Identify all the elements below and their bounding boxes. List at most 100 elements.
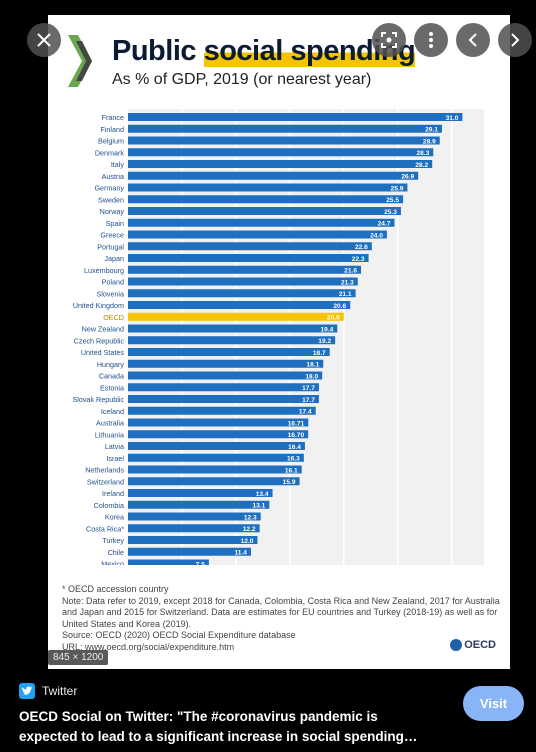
- bar: [128, 218, 395, 227]
- oecd-chevron-icon: [68, 35, 92, 87]
- category-label: New Zealand: [82, 325, 124, 334]
- bar: [128, 336, 336, 345]
- visit-button[interactable]: Visit: [463, 686, 524, 721]
- bar-chart: France 31.0 Finland 29.1 Belgium 28.9 Denmark 2…: [72, 109, 484, 565]
- note-accession: * OECD accession country: [62, 584, 169, 594]
- category-label: Canada: [99, 372, 124, 381]
- category-label: Japan: [104, 254, 124, 263]
- value-label: 12.3: [244, 514, 257, 521]
- value-label: 16.1: [285, 467, 298, 474]
- bar: [128, 465, 302, 474]
- infographic-subtitle: As % of GDP, 2019 (or nearest year): [112, 71, 372, 88]
- category-label: Luxembourg: [84, 266, 124, 275]
- value-label: 25.5: [386, 197, 399, 204]
- oecd-logo: OECD: [450, 639, 496, 651]
- value-label: 18.1: [306, 362, 319, 369]
- lens-icon: [381, 32, 397, 48]
- category-label: Sweden: [98, 195, 124, 204]
- bar: [128, 547, 251, 556]
- source-row[interactable]: Twitter: [19, 683, 77, 699]
- value-label: 17.7: [302, 385, 315, 392]
- lens-button[interactable]: [372, 23, 406, 57]
- bar: [128, 371, 323, 380]
- bar: [128, 277, 358, 286]
- value-label: 28.3: [416, 150, 429, 157]
- category-label: Australia: [96, 419, 124, 428]
- previous-button[interactable]: [456, 23, 490, 57]
- bar: [128, 289, 356, 298]
- value-label: 21.6: [344, 268, 357, 275]
- value-label: 19.4: [320, 326, 333, 333]
- bar: [128, 406, 316, 415]
- value-label: 20.6: [333, 303, 346, 310]
- bar: [128, 183, 408, 192]
- bar: [128, 418, 309, 427]
- bar: [128, 324, 338, 333]
- bar: [128, 430, 309, 439]
- footnotes: * OECD accession country Note: Data refe…: [62, 584, 502, 653]
- value-label: 31.0: [446, 115, 459, 122]
- value-label: 24.7: [378, 221, 391, 228]
- bar: [128, 453, 304, 462]
- bar: [128, 359, 324, 368]
- bar: [128, 312, 344, 321]
- category-label: Slovak Republic: [72, 395, 124, 404]
- category-label: Chile: [108, 548, 124, 557]
- bar: [128, 348, 330, 356]
- category-label: Netherlands: [85, 466, 124, 475]
- category-label: United States: [81, 348, 125, 357]
- bar: [128, 124, 442, 133]
- category-label: Germany: [94, 184, 124, 193]
- category-label: Greece: [100, 231, 124, 240]
- value-label: 16.4: [288, 444, 301, 451]
- category-label: Portugal: [97, 242, 124, 251]
- category-label: Finland: [100, 125, 124, 134]
- chevron-right-icon: [511, 33, 520, 47]
- oecd-globe-icon: [450, 639, 463, 651]
- next-button[interactable]: [498, 23, 532, 57]
- value-label: 21.1: [339, 291, 352, 298]
- note-url: URL: www.oecd.org/social/expenditure.htm: [62, 641, 235, 652]
- bar: [128, 524, 260, 533]
- result-footer: Twitter OECD Social on Twitter: "The #co…: [0, 669, 536, 752]
- bar: [128, 442, 305, 450]
- infographic-title: Public social spending: [112, 35, 416, 67]
- category-label: Hungary: [97, 360, 125, 369]
- bar: [128, 512, 261, 521]
- bar: [128, 230, 387, 239]
- infographic-image: Public social spending As % of GDP, 2019…: [48, 15, 510, 669]
- value-label: 24.0: [370, 232, 383, 239]
- category-label: Belgium: [98, 137, 124, 146]
- value-label: 26.9: [401, 174, 414, 181]
- result-title[interactable]: OECD Social on Twitter: "The #coronaviru…: [19, 709, 418, 744]
- category-label: Italy: [111, 160, 125, 169]
- bar: [128, 383, 319, 392]
- close-button[interactable]: [27, 23, 61, 57]
- value-label: 17.7: [302, 397, 315, 404]
- bar: [128, 536, 258, 544]
- value-label: 7.5: [196, 561, 205, 565]
- bar: [128, 207, 401, 215]
- category-label: Spain: [106, 219, 124, 228]
- category-label: Denmark: [95, 148, 125, 157]
- more-options-button[interactable]: [414, 23, 448, 57]
- value-label: 15.9: [283, 479, 296, 486]
- category-label: Switzerland: [87, 477, 124, 486]
- value-label: 19.2: [318, 338, 331, 345]
- bar: [128, 477, 300, 486]
- category-label: United Kingdom: [73, 301, 124, 310]
- note-source: Source: OECD (2020) OECD Social Expendit…: [62, 630, 296, 640]
- value-label: 22.6: [355, 244, 368, 251]
- category-label: Turkey: [102, 536, 124, 545]
- bar: [128, 489, 273, 497]
- value-label: 21.3: [341, 279, 354, 286]
- value-label: 16.3: [287, 456, 300, 463]
- category-label: OECD: [103, 313, 124, 322]
- category-label: Austria: [102, 172, 124, 181]
- bar: [128, 160, 433, 168]
- close-icon: [37, 33, 51, 47]
- chevron-left-icon: [468, 33, 477, 47]
- category-label: Iceland: [101, 407, 124, 416]
- bar: [128, 395, 319, 403]
- twitter-icon: [19, 683, 35, 699]
